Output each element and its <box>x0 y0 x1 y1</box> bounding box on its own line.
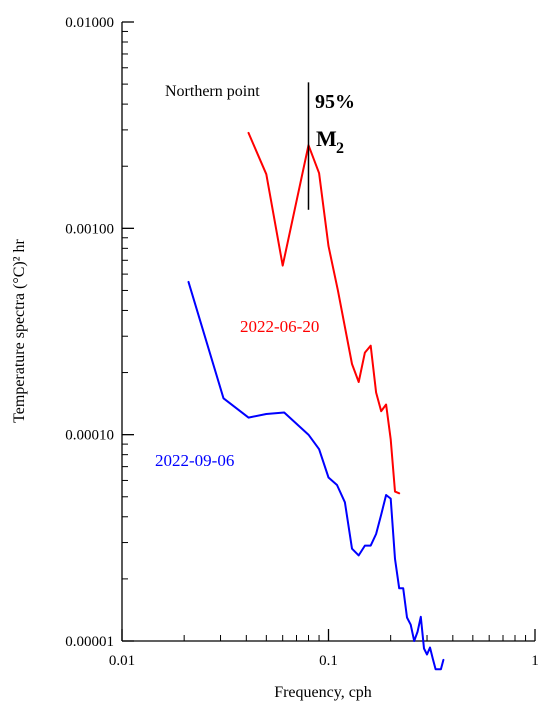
x-tick-label: 0.1 <box>319 653 338 669</box>
series-group <box>187 131 445 671</box>
series-line-2022-06-20 <box>247 131 401 495</box>
x-tick-label: 1 <box>531 653 539 669</box>
confidence-label: 95% <box>315 91 355 113</box>
y-tick-label: 0.00010 <box>65 428 114 444</box>
series-label-2022-06-20: 2022-06-20 <box>240 317 319 336</box>
y-ticks: 0.01000 0.00100 0.00010 0.00001 <box>65 15 134 650</box>
y-tick-label: 0.00100 <box>65 221 114 237</box>
x-tick-label: 0.01 <box>109 653 135 669</box>
series-line-2022-09-06 <box>187 280 445 671</box>
tide-label: M <box>316 126 337 151</box>
y-tick-label: 0.00001 <box>65 634 114 650</box>
x-ticks: 0.01 0.1 1 <box>109 629 539 669</box>
series-labels: 2022-06-20 2022-09-06 <box>155 317 319 470</box>
y-tick-label: 0.01000 <box>65 15 114 31</box>
y-axis-title: Temperature spectra (°C)² hr <box>11 238 28 422</box>
location-label: Northern point <box>165 83 260 100</box>
tide-subscript: 2 <box>336 140 344 157</box>
x-axis-title: Frequency, cph <box>274 684 372 701</box>
series-label-2022-09-06: 2022-09-06 <box>155 451 234 470</box>
annotations: Northern point 95% M 2 <box>165 82 355 210</box>
axes: 0.01000 0.00100 0.00010 0.00001 0.01 0.1 1 <box>65 15 539 669</box>
